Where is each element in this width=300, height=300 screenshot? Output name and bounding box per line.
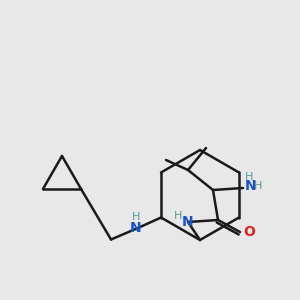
Text: O: O: [243, 225, 255, 239]
Text: N: N: [245, 179, 256, 193]
Text: H: H: [174, 211, 182, 221]
Text: N: N: [182, 215, 194, 229]
Text: H: H: [245, 172, 254, 182]
Text: N: N: [130, 221, 142, 236]
Text: H: H: [254, 181, 262, 191]
Text: H: H: [132, 212, 140, 223]
